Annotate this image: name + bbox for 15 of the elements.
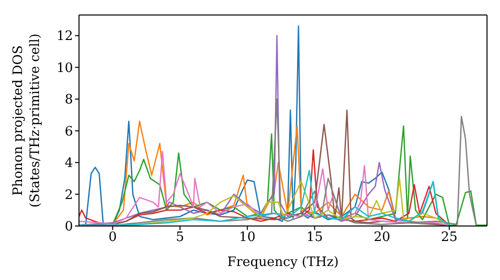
x-tick-label: 15 <box>306 230 323 246</box>
x-tick-label: 0 <box>108 230 117 246</box>
x-tick-label: 25 <box>441 230 458 246</box>
y-tick-label: 8 <box>64 92 73 108</box>
x-tick-label: 10 <box>239 230 256 246</box>
x-tick-label: 20 <box>374 230 390 246</box>
x-axis-title: Frequency (THz) <box>227 255 339 270</box>
x-tick-label: 5 <box>176 230 184 246</box>
y-tick-label: 4 <box>64 156 73 172</box>
y-tick-label: 12 <box>56 29 73 44</box>
y-tick-label: 2 <box>64 188 73 203</box>
y-tick-label: 10 <box>56 60 73 76</box>
y-tick-label: 6 <box>64 124 73 140</box>
y-tick-label: 0 <box>64 220 73 235</box>
y-axis-title: Phonon projected DOS (States/THz·primitive cell) <box>11 33 43 208</box>
